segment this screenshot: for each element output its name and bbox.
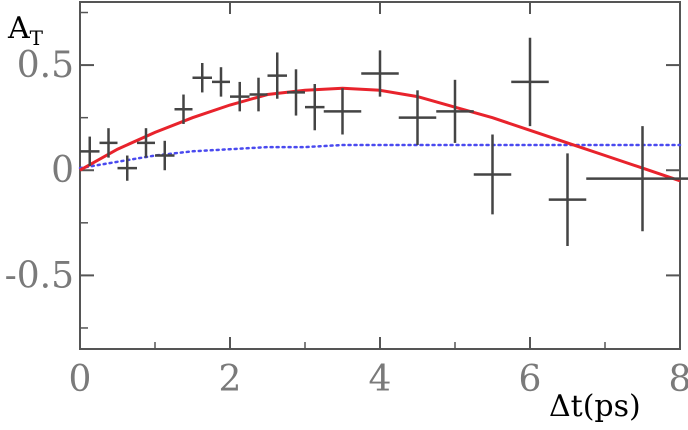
data-point bbox=[99, 128, 118, 158]
data-point bbox=[511, 37, 549, 127]
data-point bbox=[586, 126, 688, 232]
data-point bbox=[473, 134, 512, 215]
data-point bbox=[305, 84, 325, 131]
fit-curves bbox=[78, 86, 682, 183]
data-points bbox=[80, 37, 688, 246]
data-point bbox=[117, 155, 137, 181]
data-point bbox=[398, 90, 437, 146]
data-point bbox=[323, 88, 362, 135]
x-tick-label: 0 bbox=[69, 359, 92, 400]
fit-curve bbox=[79, 86, 681, 183]
reference-dotted-curve bbox=[78, 143, 682, 170]
x-tick-label: 8 bbox=[669, 359, 688, 400]
x-tick-label: 2 bbox=[219, 359, 242, 400]
y-axis-title-main: A bbox=[7, 11, 30, 46]
y-tick-label: -0.5 bbox=[5, 255, 74, 296]
x-tick-label: 4 bbox=[369, 359, 392, 400]
y-tick-label: 0 bbox=[51, 150, 74, 191]
y-tick-label: 0.5 bbox=[17, 45, 74, 86]
data-point bbox=[174, 94, 193, 124]
data-point bbox=[361, 50, 399, 97]
x-axis-title: Δt(ps) bbox=[549, 389, 641, 424]
data-point bbox=[267, 52, 287, 99]
tick-labels: 0 2 4 6 8 0.5 0 -0.5 bbox=[5, 45, 688, 400]
y-axis-title: AT bbox=[7, 11, 44, 50]
y-axis-title-subscript: T bbox=[30, 26, 44, 50]
data-point bbox=[436, 79, 474, 143]
data-point bbox=[212, 67, 230, 97]
data-point bbox=[137, 128, 155, 158]
data-point bbox=[249, 77, 268, 112]
data-point bbox=[80, 136, 100, 167]
data-point bbox=[287, 69, 305, 116]
data-point bbox=[192, 62, 212, 93]
x-tick-label: 6 bbox=[519, 359, 542, 400]
data-point bbox=[155, 140, 175, 171]
data-point bbox=[548, 153, 587, 246]
data-point bbox=[230, 81, 250, 112]
